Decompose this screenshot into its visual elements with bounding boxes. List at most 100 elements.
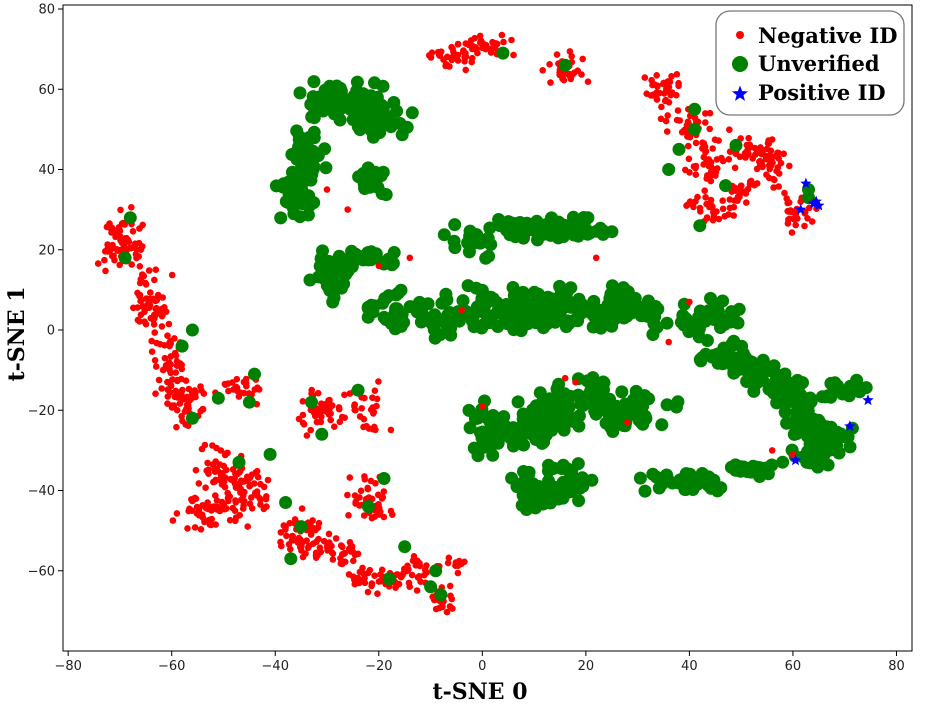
negative-id-point <box>699 139 706 146</box>
negative-id-point <box>94 260 102 267</box>
negative-id-point <box>326 544 334 551</box>
unverified-point <box>515 481 529 495</box>
unverified-point <box>556 475 570 489</box>
negative-id-point <box>131 240 139 247</box>
unverified-point <box>702 304 716 318</box>
negative-id-point <box>225 497 232 505</box>
negative-id-point <box>346 474 354 481</box>
legend-box <box>715 10 905 116</box>
negative-id-point <box>102 267 109 275</box>
unverified-point <box>550 309 564 322</box>
unverified-point <box>242 395 256 409</box>
unverified-point <box>589 407 603 421</box>
unverified-point <box>552 492 566 506</box>
negative-id-point <box>360 423 367 431</box>
negative-id-point <box>780 150 787 158</box>
unverified-point <box>592 378 606 392</box>
negative-id-point <box>164 332 171 340</box>
negative-id-point <box>460 48 467 56</box>
unverified-point <box>465 314 479 328</box>
negative-id-point <box>331 423 338 431</box>
unverified-point <box>477 318 491 331</box>
negative-id-point <box>104 245 111 253</box>
negative-id-point <box>288 532 296 540</box>
unverified-point <box>388 307 402 320</box>
y-tick-label: 80 <box>38 3 55 18</box>
negative-id-point <box>364 588 372 596</box>
negative-id-point <box>185 507 192 515</box>
negative-id-point <box>553 51 561 58</box>
unverified-point <box>484 290 498 304</box>
unverified-point <box>569 475 583 489</box>
negative-id-point <box>648 76 655 84</box>
negative-id-point <box>592 254 600 262</box>
negative-id-point <box>197 526 205 533</box>
negative-id-point <box>151 276 158 284</box>
legend-negative-marker-icon <box>736 31 744 39</box>
negative-id-point <box>244 523 251 530</box>
negative-id-point <box>152 311 160 318</box>
negative-id-point <box>172 387 179 395</box>
negative-id-point <box>369 394 376 402</box>
x-tick-label: −20 <box>365 659 392 674</box>
negative-id-point <box>801 222 808 230</box>
unverified-point <box>424 580 438 594</box>
negative-id-point <box>243 382 250 390</box>
unverified-point <box>787 427 801 441</box>
unverified-point <box>791 373 804 387</box>
unverified-point <box>294 520 308 534</box>
negative-id-point <box>133 246 140 253</box>
negative-id-point <box>253 467 261 475</box>
unverified-point <box>319 161 333 175</box>
unverified-point <box>343 98 357 112</box>
negative-id-point <box>454 569 462 577</box>
negative-id-point <box>209 461 217 468</box>
x-tick-label: −40 <box>262 659 289 674</box>
negative-id-point <box>195 509 202 517</box>
negative-id-point <box>462 40 470 47</box>
negative-id-point <box>156 340 164 348</box>
unverified-point <box>655 418 669 432</box>
negative-id-point <box>476 32 484 40</box>
negative-id-point <box>736 184 744 191</box>
unverified-point <box>376 165 390 179</box>
negative-id-point <box>300 421 308 428</box>
negative-id-point <box>719 197 726 204</box>
negative-id-point <box>299 539 306 546</box>
negative-id-point <box>227 476 234 483</box>
unverified-point <box>670 400 683 414</box>
negative-id-point <box>216 507 224 515</box>
negative-id-point <box>658 103 665 111</box>
unverified-point <box>315 427 329 441</box>
negative-id-point <box>158 305 166 313</box>
negative-id-point <box>375 378 382 385</box>
unverified-point <box>542 458 555 472</box>
negative-id-point <box>375 262 383 270</box>
unverified-point <box>483 221 497 235</box>
y-tick-label: −60 <box>28 564 55 579</box>
positive-id-star-point <box>800 177 812 189</box>
negative-id-point <box>184 525 191 532</box>
negative-id-point <box>115 224 123 231</box>
negative-id-point <box>134 304 141 311</box>
unverified-point <box>456 294 470 308</box>
unverified-point <box>345 247 359 261</box>
negative-id-point <box>664 112 671 119</box>
unverified-point <box>560 462 574 476</box>
negative-id-point <box>774 164 782 171</box>
negative-id-point <box>341 391 348 399</box>
unverified-point <box>692 330 706 344</box>
unverified-point <box>211 391 225 405</box>
negative-id-point <box>725 156 733 163</box>
negative-id-point <box>138 296 146 304</box>
negative-id-point <box>147 289 154 296</box>
negative-id-point <box>690 203 697 211</box>
negative-id-point <box>260 505 268 513</box>
negative-id-point <box>325 530 333 538</box>
y-tick-label: 0 <box>47 324 55 339</box>
negative-id-point <box>134 289 141 297</box>
negative-id-point <box>223 449 231 457</box>
negative-id-point <box>706 109 714 117</box>
unverified-point <box>693 219 707 233</box>
unverified-point <box>561 284 574 298</box>
